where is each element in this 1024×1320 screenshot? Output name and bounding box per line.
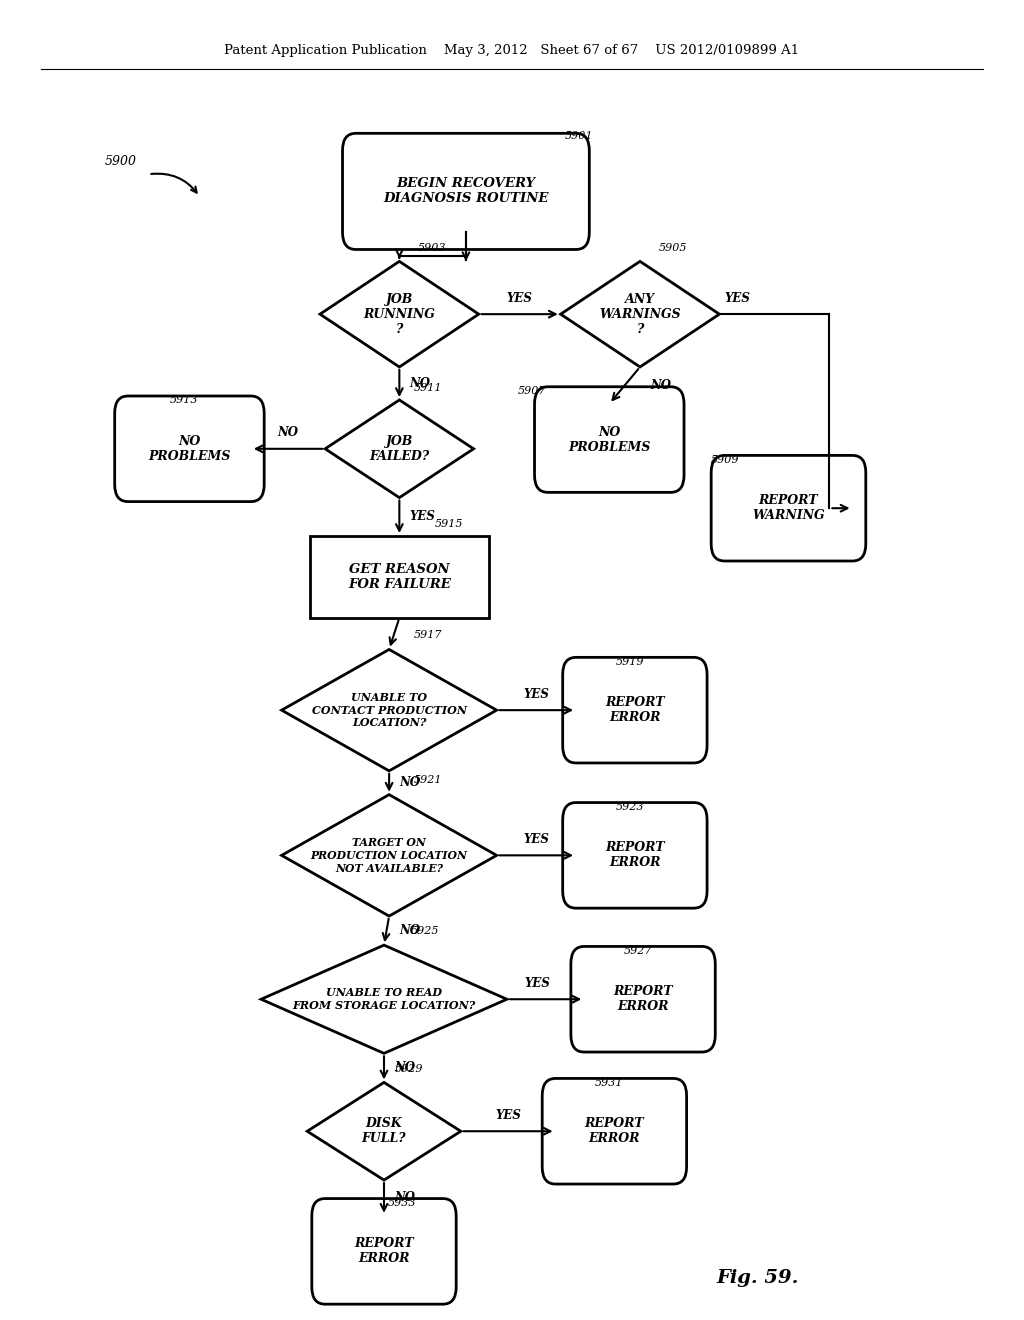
- FancyBboxPatch shape: [563, 803, 707, 908]
- Text: YES: YES: [496, 1109, 521, 1122]
- FancyBboxPatch shape: [115, 396, 264, 502]
- Text: DISK
FULL?: DISK FULL?: [361, 1117, 407, 1146]
- Text: 5919: 5919: [615, 656, 644, 667]
- Text: REPORT
ERROR: REPORT ERROR: [354, 1237, 414, 1266]
- Text: NO
PROBLEMS: NO PROBLEMS: [568, 425, 650, 454]
- Text: REPORT
ERROR: REPORT ERROR: [605, 696, 665, 725]
- Text: YES: YES: [523, 833, 549, 846]
- Text: 5900: 5900: [104, 154, 137, 168]
- FancyBboxPatch shape: [543, 1078, 686, 1184]
- Polygon shape: [282, 795, 497, 916]
- Text: YES: YES: [523, 688, 549, 701]
- Text: 5921: 5921: [414, 775, 442, 785]
- Text: NO
PROBLEMS: NO PROBLEMS: [148, 434, 230, 463]
- FancyBboxPatch shape: [563, 657, 707, 763]
- Text: YES: YES: [410, 511, 435, 523]
- Text: 5929: 5929: [394, 1064, 423, 1074]
- Text: YES: YES: [507, 292, 532, 305]
- Text: NO: NO: [399, 776, 421, 789]
- Text: Patent Application Publication    May 3, 2012   Sheet 67 of 67    US 2012/010989: Patent Application Publication May 3, 20…: [224, 44, 800, 57]
- Text: REPORT
ERROR: REPORT ERROR: [585, 1117, 644, 1146]
- FancyBboxPatch shape: [711, 455, 866, 561]
- Text: 5917: 5917: [414, 630, 442, 640]
- Text: 5927: 5927: [624, 945, 652, 956]
- FancyBboxPatch shape: [535, 387, 684, 492]
- Text: JOB
FAILED?: JOB FAILED?: [370, 434, 429, 463]
- Text: JOB
RUNNING
?: JOB RUNNING ?: [364, 293, 435, 335]
- Text: 5901: 5901: [564, 131, 593, 141]
- Text: REPORT
ERROR: REPORT ERROR: [613, 985, 673, 1014]
- Text: ANY
WARNINGS
?: ANY WARNINGS ?: [599, 293, 681, 335]
- Text: 5911: 5911: [414, 383, 442, 393]
- Text: GET REASON
FOR FAILURE: GET REASON FOR FAILURE: [348, 562, 451, 591]
- Text: 5925: 5925: [411, 925, 439, 936]
- Text: 5913: 5913: [170, 395, 199, 405]
- FancyBboxPatch shape: [571, 946, 715, 1052]
- Text: YES: YES: [524, 977, 550, 990]
- Text: 5905: 5905: [658, 243, 687, 253]
- Polygon shape: [307, 1082, 461, 1180]
- Text: REPORT
ERROR: REPORT ERROR: [605, 841, 665, 870]
- Text: REPORT
WARNING: REPORT WARNING: [753, 494, 824, 523]
- FancyBboxPatch shape: [342, 133, 590, 249]
- Text: TARGET ON
PRODUCTION LOCATION
NOT AVAILABLE?: TARGET ON PRODUCTION LOCATION NOT AVAILA…: [310, 837, 468, 874]
- Text: NO: NO: [278, 426, 299, 440]
- Text: 5909: 5909: [711, 454, 739, 465]
- Text: 5915: 5915: [434, 519, 463, 529]
- Polygon shape: [326, 400, 473, 498]
- Text: YES: YES: [725, 292, 751, 305]
- Polygon shape: [282, 649, 497, 771]
- Text: NO: NO: [399, 924, 421, 937]
- Text: 5933: 5933: [388, 1197, 417, 1208]
- Text: Fig. 59.: Fig. 59.: [717, 1269, 799, 1287]
- Text: 5903: 5903: [418, 243, 446, 253]
- Text: UNABLE TO READ
FROM STORAGE LOCATION?: UNABLE TO READ FROM STORAGE LOCATION?: [293, 987, 475, 1011]
- Text: NO: NO: [394, 1192, 416, 1204]
- Text: 5923: 5923: [615, 801, 644, 812]
- Text: 5907: 5907: [518, 385, 547, 396]
- Text: 5931: 5931: [595, 1077, 624, 1088]
- Polygon shape: [319, 261, 479, 367]
- Text: NO: NO: [650, 379, 672, 392]
- Text: BEGIN RECOVERY
DIAGNOSIS ROUTINE: BEGIN RECOVERY DIAGNOSIS ROUTINE: [383, 177, 549, 206]
- Polygon shape: [561, 261, 719, 367]
- Text: NO: NO: [410, 378, 431, 389]
- FancyBboxPatch shape: [311, 1199, 457, 1304]
- Text: UNABLE TO
CONTACT PRODUCTION
LOCATION?: UNABLE TO CONTACT PRODUCTION LOCATION?: [311, 692, 467, 729]
- Bar: [309, 536, 489, 618]
- Polygon shape: [261, 945, 507, 1053]
- Text: NO: NO: [394, 1061, 416, 1074]
